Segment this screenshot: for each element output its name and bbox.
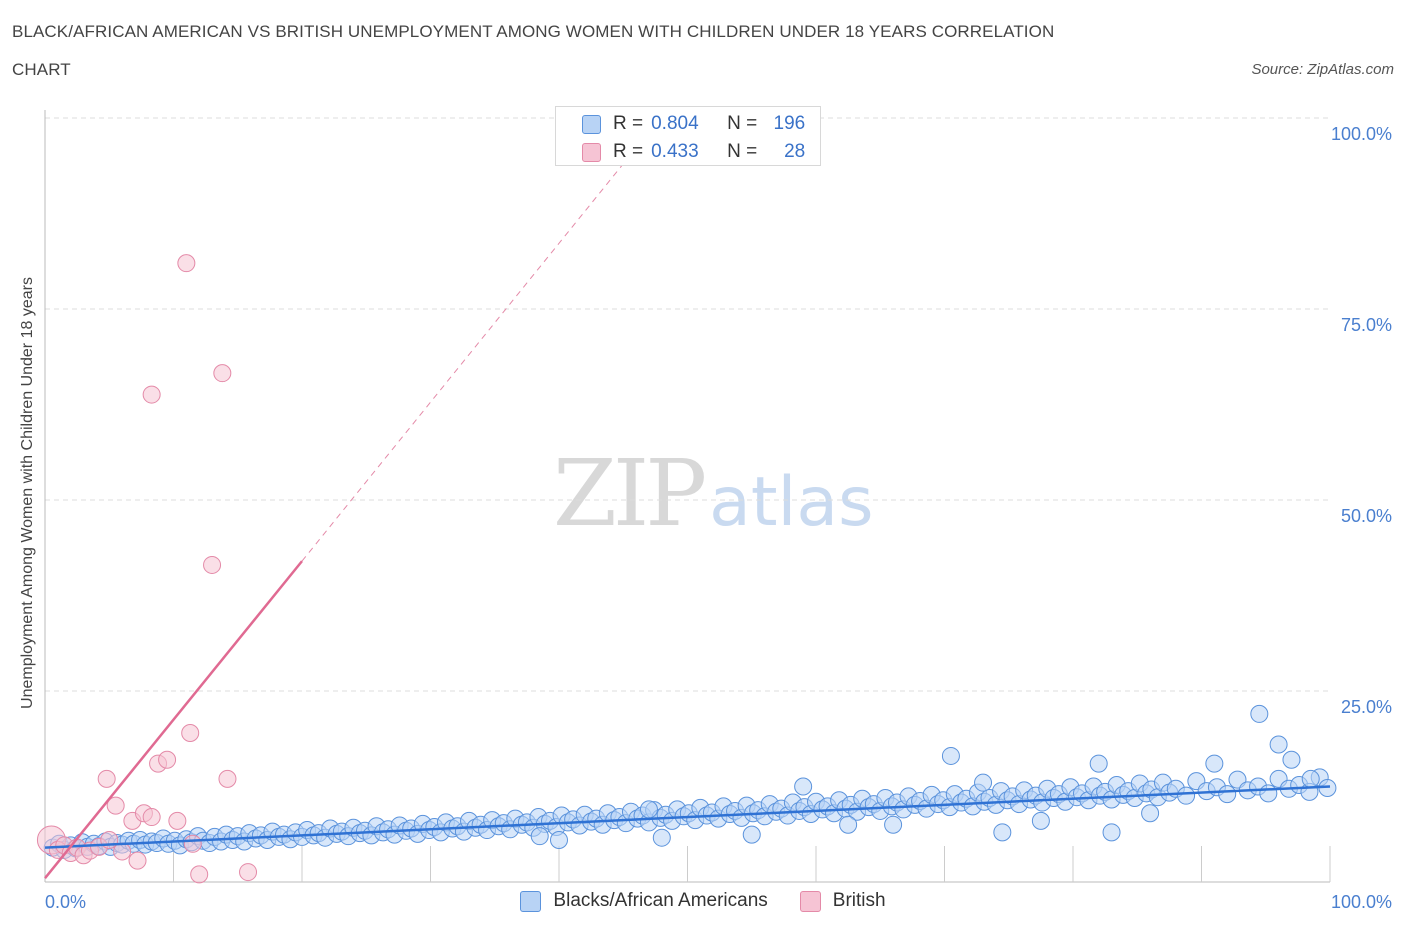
grid-layer	[45, 117, 1330, 692]
blue-data-point	[1218, 785, 1237, 804]
pink-data-point	[177, 254, 196, 273]
blue-data-point	[794, 777, 813, 796]
series-swatch-blue	[520, 890, 542, 912]
y-axis-label: Unemployment Among Women with Children U…	[19, 277, 36, 709]
blue-data-point	[1282, 750, 1301, 769]
blue-data-point	[1089, 754, 1108, 773]
pink-data-point	[113, 842, 132, 861]
watermark-atlas: atlas	[709, 463, 874, 542]
watermark-zip: ZIP	[553, 440, 707, 547]
blue-data-point	[1141, 804, 1160, 823]
pink-data-point	[168, 811, 187, 830]
axis-layer	[44, 110, 1331, 883]
blue-data-point	[530, 827, 549, 846]
legend-n-value: 28	[784, 141, 806, 162]
source-note: Source: ZipAtlas.com	[1251, 61, 1394, 78]
y-tick-label: 25.0%	[1341, 697, 1392, 717]
legend-r-value: 0.433	[651, 141, 699, 162]
legend-n-label: N =	[727, 113, 758, 134]
blue-data-point	[941, 746, 960, 765]
blue-data-point	[1259, 784, 1278, 803]
chart-title-line-2: CHART	[12, 60, 71, 79]
x-tick-label: 0.0%	[45, 892, 86, 912]
legend-n-label: N =	[727, 141, 758, 162]
blue-points-layer	[43, 704, 1337, 859]
x-tick-label: 100.0%	[1331, 892, 1392, 912]
pink-data-point	[128, 851, 147, 870]
blue-data-point	[1250, 704, 1269, 723]
pink-data-point	[142, 808, 161, 827]
blue-data-point	[742, 825, 761, 844]
y-tick-label: 100.0%	[1331, 124, 1392, 144]
legend-swatch-blue	[582, 114, 601, 134]
blue-data-point	[1031, 811, 1050, 830]
blue-data-point	[884, 815, 903, 834]
blue-data-point	[1102, 823, 1121, 842]
pink-trend-line	[44, 560, 303, 879]
blue-data-point	[639, 800, 658, 819]
watermark: ZIPatlas	[553, 440, 874, 547]
blue-data-point	[839, 815, 858, 834]
y-tick-label: 75.0%	[1341, 315, 1392, 335]
legend-row-pink: R = 0.433 N = 28	[582, 140, 805, 164]
series-legend-label: Blacks/African Americans	[553, 890, 768, 911]
pink-data-point	[181, 724, 200, 743]
pink-points-layer	[36, 254, 258, 884]
legend-r-label: R =	[613, 141, 644, 162]
pink-data-point	[142, 385, 161, 404]
correlation-legend: R = 0.804 N = 196 R = 0.433 N = 28	[555, 106, 821, 166]
pink-data-point	[213, 364, 232, 383]
pink-data-point	[183, 834, 202, 853]
tick-label-layer: 100.0% 75.0% 50.0% 25.0% 0.0% 100.0%	[45, 124, 1392, 912]
trend-layer	[44, 163, 1331, 879]
blue-data-point	[974, 773, 993, 792]
series-swatch-pink	[799, 890, 821, 912]
blue-data-point	[1301, 769, 1320, 788]
pink-data-point	[106, 796, 125, 815]
series-legend-item-british[interactable]: British	[799, 890, 886, 912]
pink-data-point	[239, 863, 258, 882]
pink-data-point	[190, 865, 209, 884]
blue-data-point	[993, 823, 1012, 842]
pink-trend-extension	[301, 163, 624, 562]
y-tick-label: 50.0%	[1341, 506, 1392, 526]
pink-data-point	[97, 769, 116, 788]
legend-r-label: R =	[613, 113, 644, 134]
pink-data-point	[218, 769, 237, 788]
blue-trend-line	[44, 785, 1331, 849]
series-legend-label: British	[832, 890, 886, 911]
pink-data-point	[158, 750, 177, 769]
blue-data-point	[652, 828, 671, 847]
legend-row-blue: R = 0.804 N = 196	[582, 112, 805, 136]
series-legend: Blacks/African Americans British	[0, 890, 1406, 912]
blue-data-point	[1269, 735, 1288, 754]
blue-data-point	[1177, 786, 1196, 805]
blue-data-point	[550, 830, 568, 849]
pink-data-point	[203, 555, 222, 574]
legend-r-value: 0.804	[651, 113, 699, 134]
blue-data-point	[1205, 754, 1224, 773]
legend-n-value: 196	[773, 113, 806, 134]
legend-swatch-pink	[582, 142, 601, 162]
chart-title-line-1: BLACK/AFRICAN AMERICAN VS BRITISH UNEMPL…	[12, 22, 1055, 41]
series-legend-item-blacks[interactable]: Blacks/African Americans	[520, 890, 768, 912]
